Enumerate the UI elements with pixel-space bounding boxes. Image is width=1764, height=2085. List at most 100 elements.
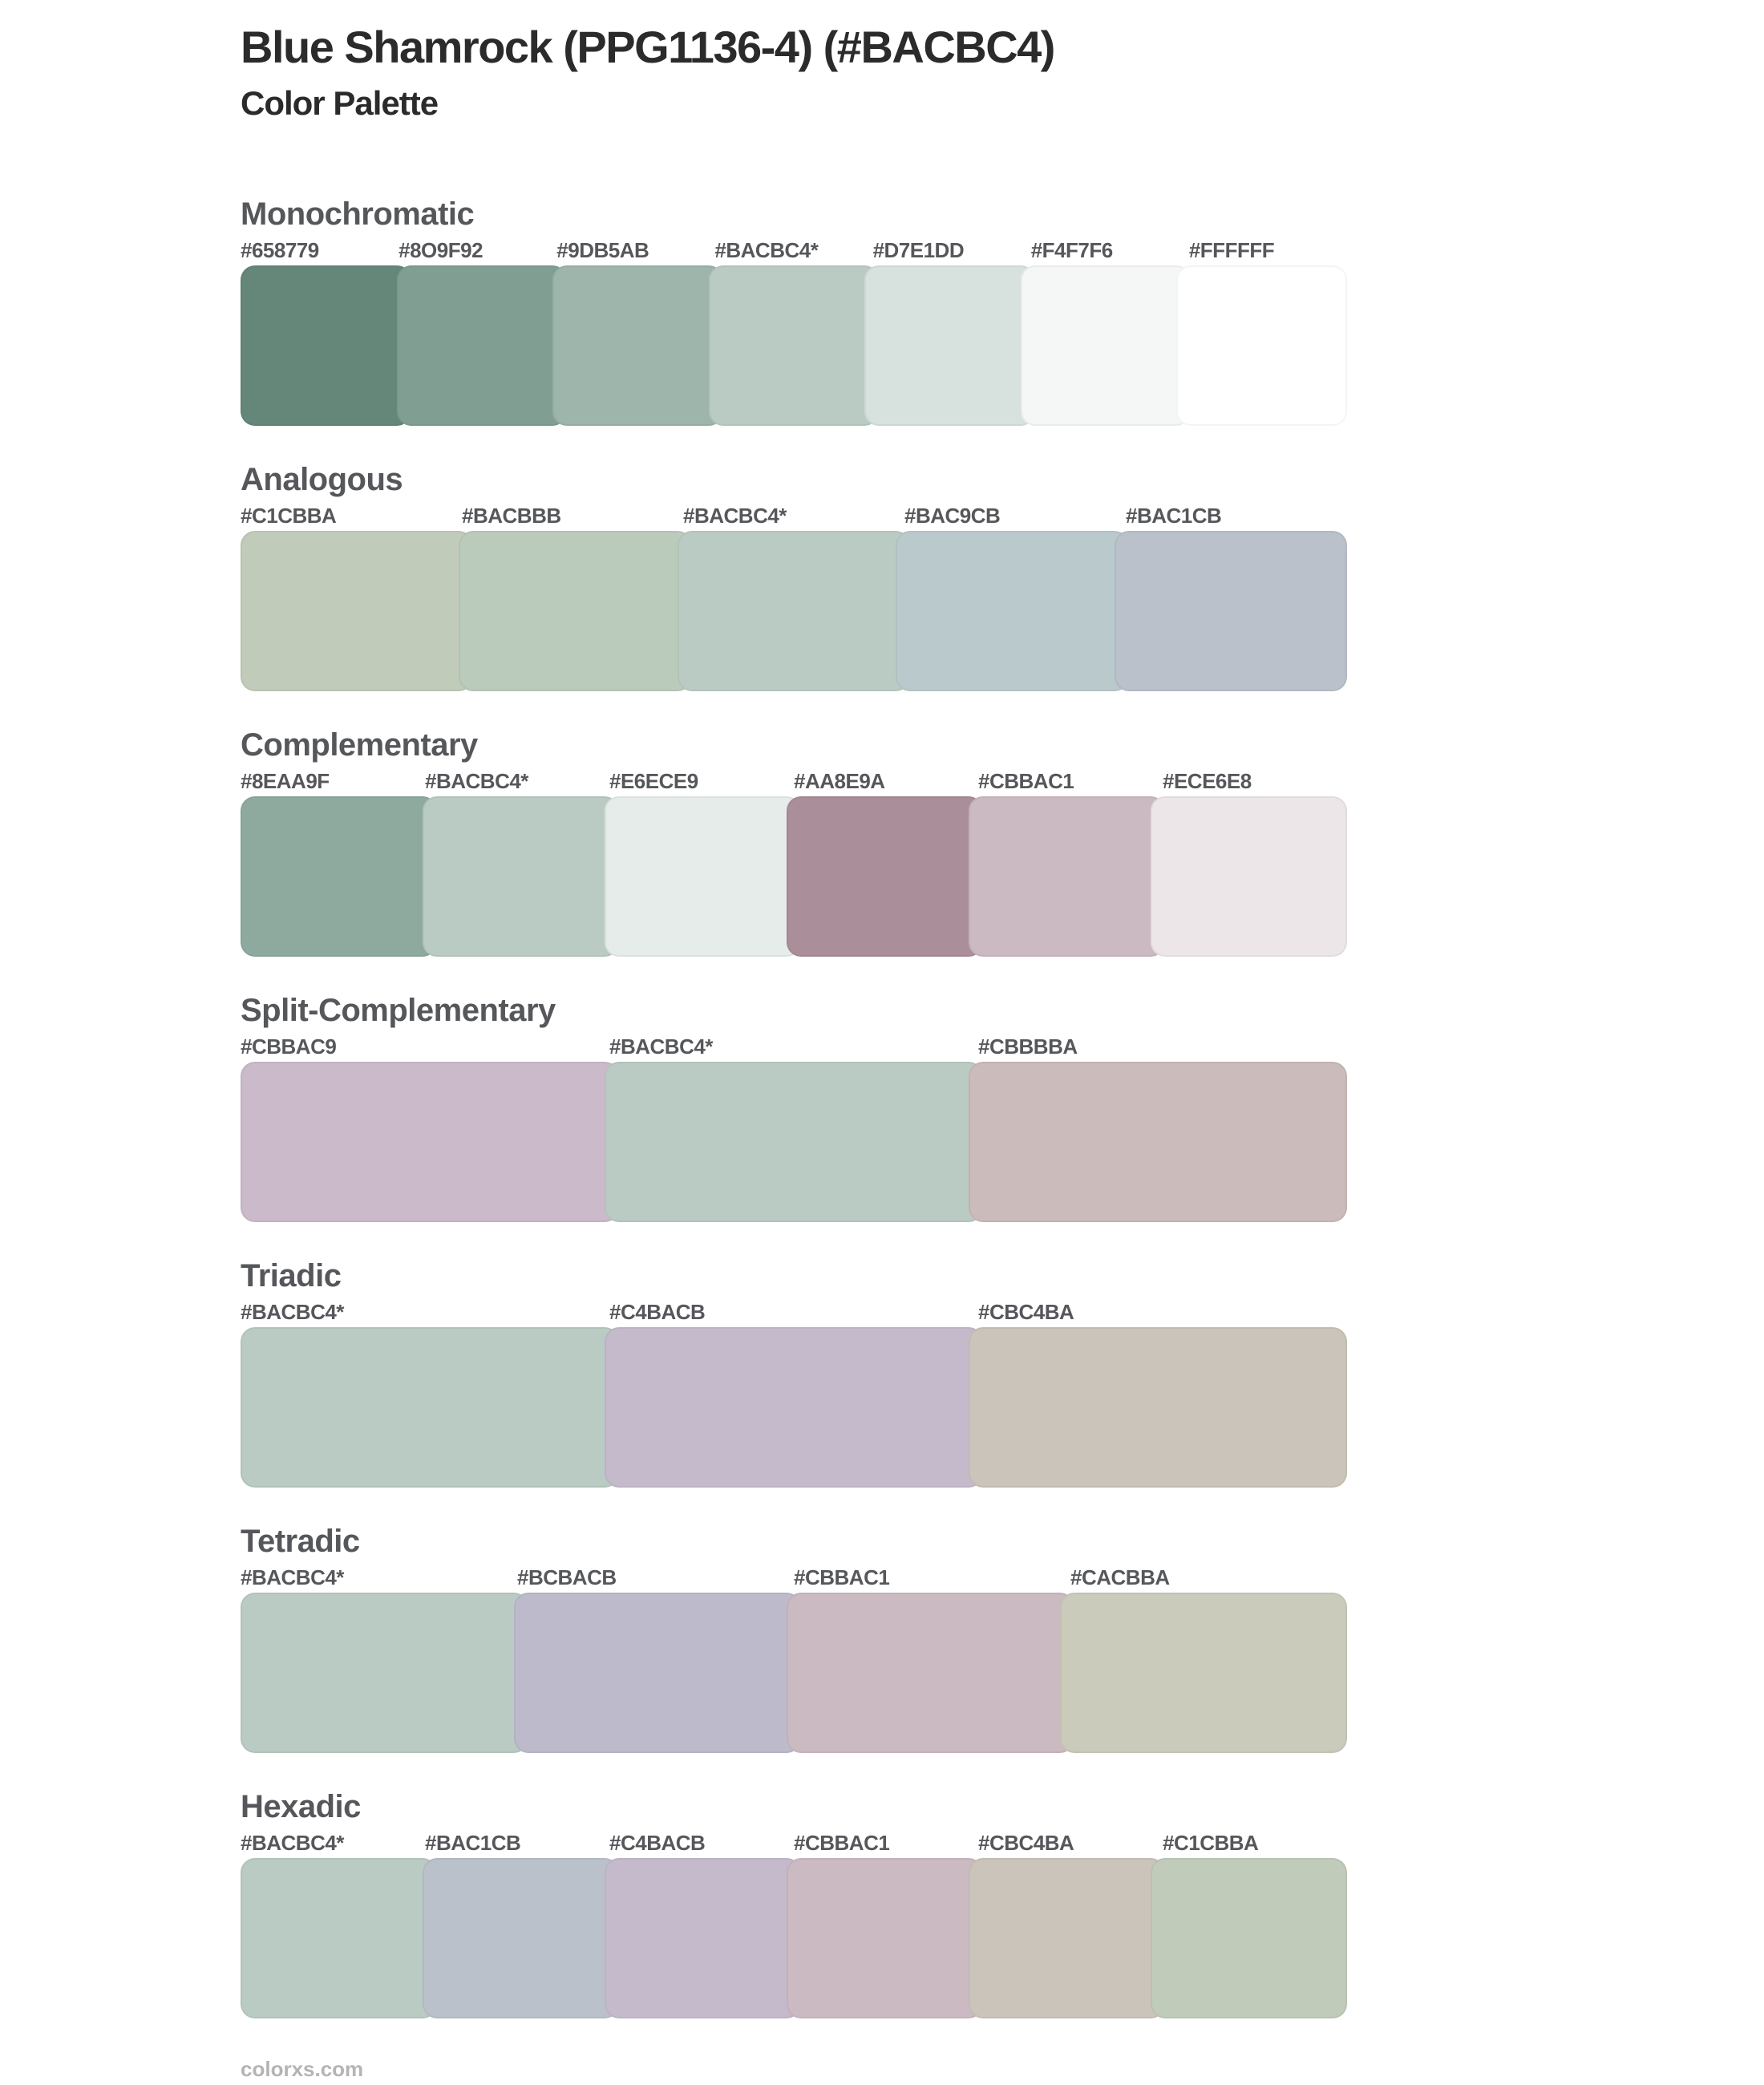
swatch-hex-label: #8EAA9F <box>241 769 330 793</box>
color-swatch[interactable] <box>708 265 880 426</box>
color-swatch[interactable] <box>605 796 801 957</box>
color-swatch[interactable] <box>1020 265 1192 426</box>
swatch-hex-label: #CACBBA <box>1070 1565 1170 1589</box>
color-swatch[interactable] <box>605 1858 801 2018</box>
color-swatch[interactable] <box>459 531 692 691</box>
footer-site-link[interactable]: colorxs.com <box>241 2057 364 2081</box>
swatch-label-row: #658779 #8O9F92 #9DB5AB #BACBC4* #D7E1DD #F4F… <box>241 238 1347 262</box>
swatch-hex-label: #BAC9CB <box>904 504 1001 528</box>
swatch-hex-label: #CBC4BA <box>978 1300 1074 1324</box>
swatch-hex-label: #BACBBB <box>462 504 561 528</box>
palette-section-split-complementary: Split-Complementary #CBBAC9 #BACBC4* #CBBBB… <box>241 991 1347 1222</box>
color-swatch[interactable] <box>1114 531 1348 691</box>
swatch-label-row: #BACBC4* #C4BACB #CBC4BA <box>241 1300 1347 1324</box>
swatch-row <box>241 1593 1347 1753</box>
color-swatch[interactable] <box>241 531 474 691</box>
swatch-row <box>241 796 1347 957</box>
swatch-hex-label: #C4BACB <box>609 1300 706 1324</box>
swatch-hex-label: #BACBC4* <box>241 1565 344 1589</box>
palette-sections: Monochromatic #658779 #8O9F92 #9DB5AB #BACBC… <box>241 195 1348 2018</box>
swatch-hex-label: #BCBACB <box>517 1565 617 1589</box>
swatch-hex-label: #CBBBBA <box>978 1034 1078 1059</box>
color-swatch[interactable] <box>864 265 1035 426</box>
swatch-hex-label: #ECE6E8 <box>1163 769 1252 793</box>
section-heading: Monochromatic <box>241 196 475 232</box>
color-swatch[interactable] <box>787 1593 1074 1753</box>
swatch-hex-label: #CBC4BA <box>978 1831 1074 1855</box>
color-swatch[interactable] <box>396 265 568 426</box>
palette-section-complementary: Complementary #8EAA9F #BACBC4* #E6ECE9 #AA8E… <box>241 726 1347 957</box>
swatch-hex-label: #BACBC4* <box>241 1300 344 1324</box>
color-swatch[interactable] <box>787 1858 983 2018</box>
swatch-hex-label: #8O9F92 <box>399 238 483 262</box>
color-swatch[interactable] <box>969 1327 1347 1488</box>
color-swatch[interactable] <box>1151 1858 1347 2018</box>
swatch-row <box>241 1858 1347 2018</box>
color-swatch[interactable] <box>1059 1593 1347 1753</box>
palette-section-triadic: Triadic #BACBC4* #C4BACB #CBC4BA <box>241 1257 1347 1488</box>
palette-section-analogous: Analogous #C1CBBA #BACBBB #BACBC4* #BAC9CB #B… <box>241 460 1348 691</box>
swatch-label-row: #8EAA9F #BACBC4* #E6ECE9 #AA8E9A #CBBAC1 #ECE… <box>241 769 1347 793</box>
color-swatch[interactable] <box>677 531 911 691</box>
swatch-hex-label: #C4BACB <box>609 1831 706 1855</box>
color-swatch[interactable] <box>423 1858 619 2018</box>
color-swatch[interactable] <box>241 1062 619 1222</box>
color-swatch[interactable] <box>605 1327 983 1488</box>
section-heading: Complementary <box>241 727 478 763</box>
section-heading: Split-Complementary <box>241 993 556 1028</box>
color-swatch[interactable] <box>896 531 1129 691</box>
swatch-hex-label: #BACBC4* <box>683 504 787 528</box>
swatch-hex-label: #C1CBBA <box>241 504 337 528</box>
swatch-hex-label: #658779 <box>241 238 319 262</box>
color-swatch[interactable] <box>969 1062 1347 1222</box>
swatch-row <box>241 531 1348 691</box>
palette-section-tetradic: Tetradic #BACBC4* #BCBACB #CBBAC1 #CACBBA <box>241 1522 1347 1753</box>
palette-section-hexadic: Hexadic #BACBC4* #BAC1CB #C4BACB #CBBAC1 #CBC… <box>241 1787 1347 2018</box>
swatch-hex-label: #FFFFFF <box>1188 238 1275 262</box>
swatch-hex-label: #AA8E9A <box>794 769 885 793</box>
color-swatch[interactable] <box>241 1593 528 1753</box>
section-heading: Triadic <box>241 1258 342 1294</box>
swatch-hex-label: #BAC1CB <box>425 1831 521 1855</box>
palette-section-monochromatic: Monochromatic #658779 #8O9F92 #9DB5AB #BACBC… <box>241 195 1348 426</box>
section-heading: Hexadic <box>241 1789 361 1824</box>
swatch-hex-label: #BAC1CB <box>1126 504 1222 528</box>
swatch-hex-label: #E6ECE9 <box>609 769 698 793</box>
swatch-row <box>241 1327 1347 1488</box>
swatch-hex-label: #F4F7F6 <box>1030 238 1114 262</box>
swatch-row <box>241 265 1348 426</box>
swatch-hex-label: #BACBC4* <box>425 769 528 793</box>
color-swatch[interactable] <box>513 1593 801 1753</box>
color-swatch[interactable] <box>241 265 411 426</box>
swatch-hex-label: #CBBAC1 <box>794 1565 890 1589</box>
swatch-hex-label: #9DB5AB <box>556 238 649 262</box>
color-swatch[interactable] <box>241 796 437 957</box>
color-swatch[interactable] <box>969 796 1165 957</box>
swatch-hex-label: #C1CBBA <box>1163 1831 1259 1855</box>
section-heading: Tetradic <box>241 1524 360 1559</box>
color-swatch[interactable] <box>241 1327 619 1488</box>
swatch-hex-label: #D7E1DD <box>872 238 965 262</box>
color-swatch[interactable] <box>1176 265 1348 426</box>
swatch-label-row: #C1CBBA #BACBBB #BACBC4* #BAC9CB #BAC1CB <box>241 504 1347 528</box>
swatch-hex-label: #BACBC4* <box>714 238 819 262</box>
color-swatch[interactable] <box>423 796 619 957</box>
color-swatch[interactable] <box>552 265 723 426</box>
swatch-label-row: #CBBAC9 #BACBC4* #CBBBBA <box>241 1034 1347 1059</box>
swatch-hex-label: #CBBAC1 <box>978 769 1074 793</box>
swatch-hex-label: #CBBAC1 <box>794 1831 890 1855</box>
swatch-label-row: #BACBC4* #BCBACB #CBBAC1 #CACBBA <box>241 1565 1347 1589</box>
color-swatch[interactable] <box>605 1062 983 1222</box>
color-swatch[interactable] <box>1151 796 1347 957</box>
page-title: Blue Shamrock (PPG1136-4) (#BACBC4) <box>241 22 1055 72</box>
swatch-label-row: #BACBC4* #BAC1CB #C4BACB #CBBAC1 #CBC4BA #C1C… <box>241 1831 1347 1855</box>
color-swatch[interactable] <box>969 1858 1165 2018</box>
page-subtitle: Color Palette <box>241 84 439 122</box>
swatch-row <box>241 1062 1347 1222</box>
color-swatch[interactable] <box>241 1858 437 2018</box>
swatch-hex-label: #BACBC4* <box>241 1831 344 1855</box>
section-heading: Analogous <box>241 462 403 497</box>
swatch-hex-label: #BACBC4* <box>609 1034 713 1059</box>
color-swatch[interactable] <box>787 796 983 957</box>
